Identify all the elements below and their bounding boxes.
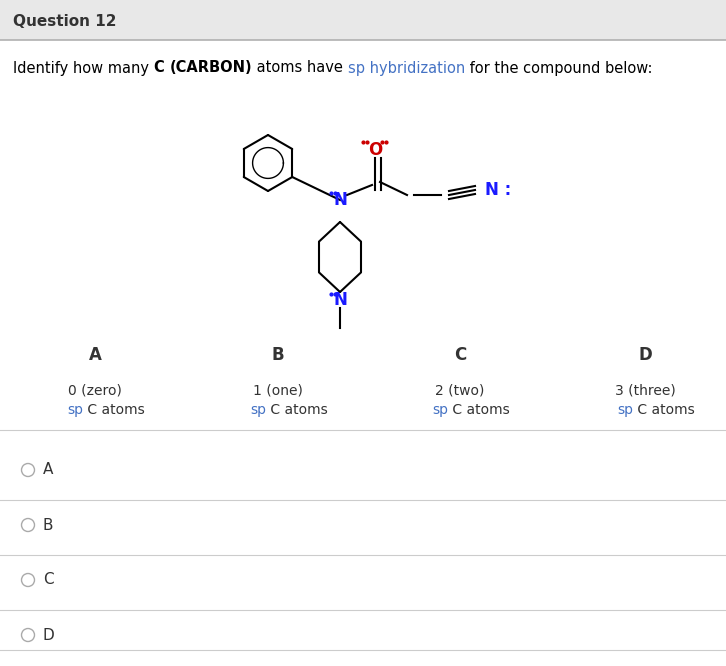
Text: A: A	[89, 346, 102, 364]
Text: sp: sp	[250, 403, 266, 417]
Text: A: A	[43, 462, 54, 478]
Text: C: C	[154, 61, 169, 75]
Text: 0 (zero): 0 (zero)	[68, 383, 122, 397]
Text: C atoms: C atoms	[266, 403, 327, 417]
Text: D: D	[43, 627, 54, 643]
Text: N: N	[333, 291, 347, 309]
Text: D: D	[638, 346, 652, 364]
Text: sp hybridization: sp hybridization	[348, 61, 465, 75]
Text: Identify how many: Identify how many	[13, 61, 154, 75]
Text: (CARBON): (CARBON)	[169, 61, 252, 75]
Text: Question 12: Question 12	[13, 15, 116, 29]
Text: N: N	[333, 191, 347, 209]
Text: 1 (one): 1 (one)	[253, 383, 303, 397]
Text: sp: sp	[617, 403, 633, 417]
Text: atoms have: atoms have	[252, 61, 348, 75]
Text: B: B	[43, 517, 54, 533]
Text: 3 (three): 3 (three)	[615, 383, 675, 397]
Text: N :: N :	[485, 181, 511, 199]
Text: C atoms: C atoms	[83, 403, 144, 417]
Text: C atoms: C atoms	[633, 403, 695, 417]
Text: sp: sp	[67, 403, 83, 417]
Text: C: C	[43, 573, 54, 587]
Text: C: C	[454, 346, 466, 364]
Text: sp: sp	[432, 403, 448, 417]
Text: B: B	[272, 346, 285, 364]
Text: O: O	[368, 141, 382, 159]
Bar	[0, 0, 726, 40]
Text: for the compound below:: for the compound below:	[465, 61, 653, 75]
Text: 2 (two): 2 (two)	[436, 383, 485, 397]
Text: C atoms: C atoms	[448, 403, 510, 417]
